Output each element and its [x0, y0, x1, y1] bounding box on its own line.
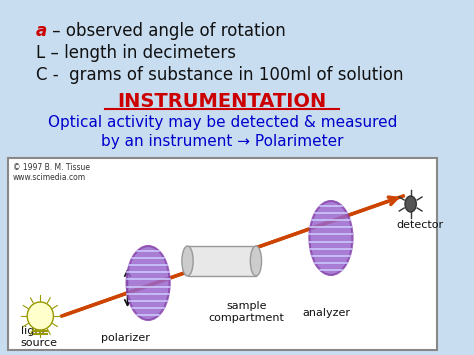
- Text: L – length in decimeters: L – length in decimeters: [36, 44, 236, 62]
- Ellipse shape: [250, 246, 262, 276]
- Text: sample
compartment: sample compartment: [209, 301, 284, 323]
- Text: light
source: light source: [21, 326, 58, 348]
- Ellipse shape: [182, 246, 193, 276]
- Text: C -  grams of substance in 100ml of solution: C - grams of substance in 100ml of solut…: [36, 66, 403, 84]
- Ellipse shape: [405, 196, 416, 212]
- Text: a: a: [36, 22, 47, 40]
- Text: INSTRUMENTATION: INSTRUMENTATION: [118, 92, 327, 111]
- Ellipse shape: [310, 201, 353, 275]
- Text: © 1997 B. M. Tissue
www.scimedia.com: © 1997 B. M. Tissue www.scimedia.com: [13, 163, 90, 182]
- Text: – observed angle of rotation: – observed angle of rotation: [47, 22, 286, 40]
- FancyBboxPatch shape: [8, 158, 437, 350]
- Text: polarizer: polarizer: [101, 333, 150, 343]
- Ellipse shape: [127, 246, 170, 320]
- Circle shape: [27, 302, 54, 330]
- FancyBboxPatch shape: [188, 246, 256, 276]
- Text: by an instrument → Polarimeter: by an instrument → Polarimeter: [101, 134, 344, 149]
- Text: detector: detector: [396, 220, 444, 230]
- Text: Optical activity may be detected & measured: Optical activity may be detected & measu…: [47, 115, 397, 130]
- Text: analyzer: analyzer: [302, 308, 350, 318]
